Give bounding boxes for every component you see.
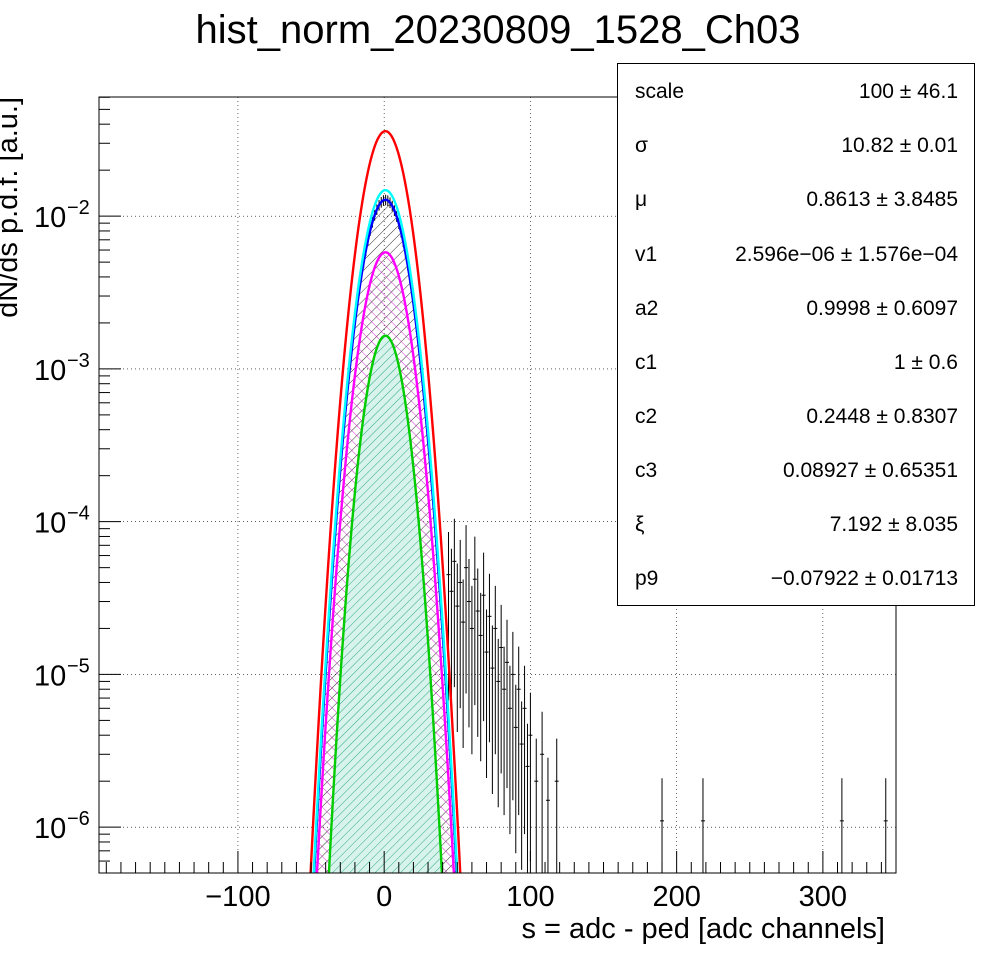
stat-name: ξ: [635, 513, 645, 536]
series-line: [315, 251, 456, 873]
stat-row: p9 −0.07922 ± 0.01713: [618, 567, 974, 621]
series-line: [312, 198, 458, 873]
y-tick-exponent: −3: [67, 350, 90, 372]
y-tick-label: 10: [34, 813, 66, 845]
y-tick-exponent: −2: [67, 197, 90, 219]
y-tick-label: 10: [34, 355, 66, 387]
stat-row: c2 0.2448 ± 0.8307: [618, 405, 974, 459]
y-tick-label: 10: [34, 202, 66, 234]
stat-row: μ 0.8613 ± 3.8485: [618, 188, 974, 242]
stat-name: c2: [635, 405, 658, 428]
x-tick-label: 0: [376, 881, 392, 913]
chart-title: hist_norm_20230809_1528_Ch03: [195, 8, 801, 52]
stat-name: scale: [635, 80, 685, 103]
stat-name: c3: [635, 459, 658, 482]
stat-row: scale 100 ± 46.1: [618, 80, 974, 134]
stat-row: v1 2.596e−06 ± 1.576e−04: [618, 243, 974, 297]
stat-value: 1 ± 0.6: [893, 351, 958, 374]
series-line: [312, 188, 459, 873]
stat-name: μ: [635, 188, 648, 211]
stat-value: 2.596e−06 ± 1.576e−04: [735, 243, 958, 266]
stat-row: a2 0.9998 ± 0.6097: [618, 297, 974, 351]
x-axis-label: s = adc - ped [adc channels]: [521, 913, 885, 945]
y-tick-exponent: −5: [67, 655, 90, 677]
series-line: [309, 129, 462, 873]
stat-value: 7.192 ± 8.035: [829, 513, 958, 536]
axis-ticks: [99, 96, 897, 873]
stat-name: a2: [635, 297, 659, 320]
curve-layer: [309, 129, 462, 873]
stats-box: scale 100 ± 46.1 σ 10.82 ± 0.01 μ 0.8613…: [617, 63, 975, 606]
y-tick-exponent: −6: [67, 808, 90, 830]
stat-name: v1: [635, 243, 658, 266]
y-tick-label: 10: [34, 508, 66, 540]
stat-value: 0.8613 ± 3.8485: [806, 188, 958, 211]
stat-row: c3 0.08927 ± 0.65351: [618, 459, 974, 513]
stat-value: 10.82 ± 0.01: [841, 134, 958, 157]
stat-row: ξ 7.192 ± 8.035: [618, 513, 974, 567]
y-tick-exponent: −4: [67, 503, 90, 525]
stat-value: 0.08927 ± 0.65351: [782, 459, 958, 482]
x-tick-label: 100: [506, 881, 554, 913]
stat-value: −0.07922 ± 0.01713: [770, 567, 958, 590]
stat-value: 0.9998 ± 0.6097: [806, 297, 958, 320]
stat-name: c1: [635, 351, 658, 374]
stat-row: c1 1 ± 0.6: [618, 351, 974, 405]
stat-value: 100 ± 46.1: [858, 80, 958, 103]
series-line: [327, 334, 444, 873]
stat-row: σ 10.82 ± 0.01: [618, 134, 974, 188]
y-tick-label: 10: [34, 660, 66, 692]
y-axis-label: dN/ds p.d.f. [a.u.]: [0, 97, 24, 318]
stat-name: p9: [635, 567, 659, 590]
stat-value: 0.2448 ± 0.8307: [806, 405, 958, 428]
x-tick-label: 300: [799, 881, 847, 913]
stat-name: σ: [635, 134, 648, 157]
x-tick-label: 200: [652, 881, 700, 913]
x-tick-label: −100: [205, 881, 270, 913]
